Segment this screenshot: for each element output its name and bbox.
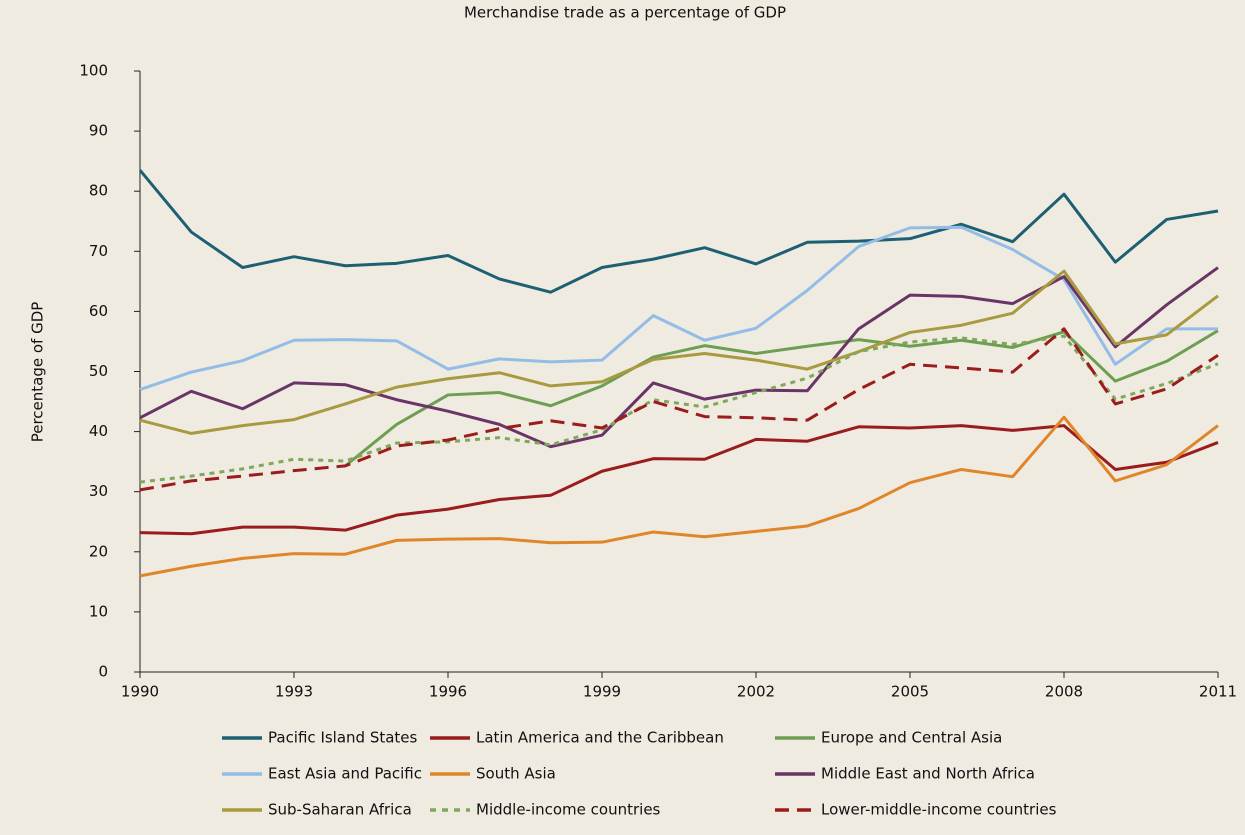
series-line [138,169,1219,294]
legend-label: Sub-Saharan Africa [268,801,412,819]
x-tick-label: 1993 [275,683,313,701]
y-axis-label: Percentage of GDP [29,302,47,443]
y-tick-label: 90 [89,122,108,140]
y-tick-label: 70 [89,242,108,260]
y-tick-label: 40 [89,422,108,440]
y-tick-label: 10 [89,602,108,620]
legend-label: Lower-middle-income countries [821,801,1057,819]
chart-title: Merchandise trade as a percentage of GDP [464,4,786,22]
y-tick-label: 0 [98,663,108,681]
y-tick-label: 50 [89,362,108,380]
x-tick-label: 2002 [737,683,775,701]
y-tick-label: 80 [89,182,108,200]
legend-label: Europe and Central Asia [821,729,1002,747]
legend-label: Pacific Island States [268,729,418,747]
y-tick-label: 100 [79,62,108,80]
y-tick-label: 60 [89,302,108,320]
series-line [139,327,1219,492]
series-line [139,415,1219,578]
legend-label: East Asia and Pacific [268,765,422,783]
x-tick-label: 2005 [891,683,929,701]
legend-label: Middle East and North Africa [821,765,1035,783]
x-tick-label: 2011 [1199,683,1237,701]
x-tick-label: 2008 [1045,683,1083,701]
legend-label: Latin America and the Caribbean [476,729,724,747]
legend-label: South Asia [476,765,556,783]
x-tick-label: 1990 [121,683,159,701]
x-tick-label: 1996 [429,683,467,701]
series-line [139,225,1218,391]
series-line [344,329,1219,468]
series-line [139,266,1219,449]
x-tick-label: 1999 [583,683,621,701]
y-tick-label: 20 [89,542,108,560]
series-line [139,424,1219,536]
series-line [139,334,1219,484]
series-line [139,269,1219,435]
y-tick-label: 30 [89,482,108,500]
legend-label: Middle-income countries [476,801,661,819]
